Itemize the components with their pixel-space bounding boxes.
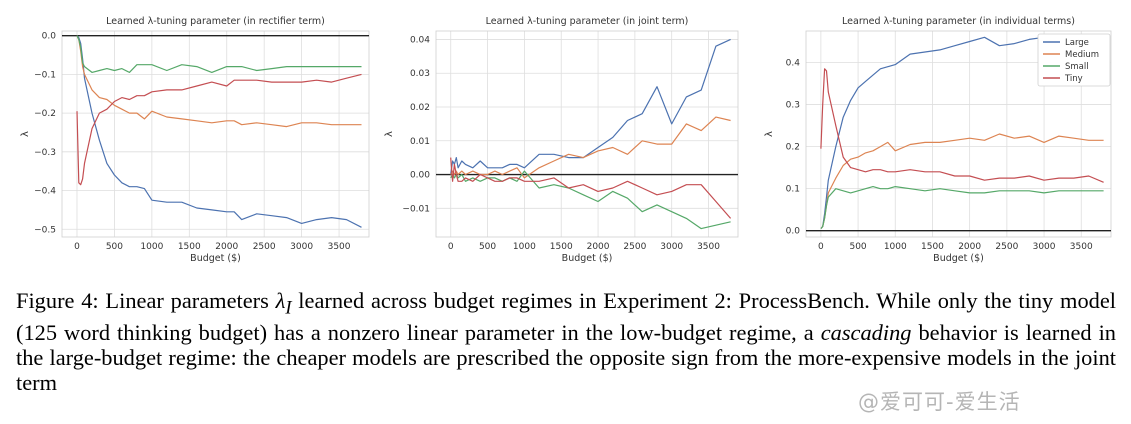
y-tick-label: 0.04 — [410, 35, 430, 45]
series-line-medium — [76, 35, 362, 128]
y-tick-label: 0.01 — [410, 137, 430, 147]
legend-label-tiny: Tiny — [1064, 74, 1083, 84]
x-tick-label: 0 — [448, 242, 454, 252]
x-tick-label: 2000 — [958, 242, 981, 252]
x-tick-label: 2500 — [623, 242, 646, 252]
chart-panel-2: 0 500 1000 1500 2000 2500 3000 3500 −0.01 0.00 0.0… — [384, 16, 739, 264]
y-tick-label: 0.2 — [786, 143, 800, 153]
chart-panel-1: 0 500 1000 1500 2000 2500 3000 3500 0.0 −0.1 −0.2 −… — [20, 16, 370, 264]
x-tick-label: 1500 — [550, 242, 573, 252]
figure-caption: Figure 4: Linear parameters λI learned a… — [16, 288, 1116, 395]
legend-box — [1037, 33, 1111, 87]
y-tick-label: −0.3 — [34, 148, 56, 158]
x-tick-label: 2000 — [587, 242, 610, 252]
series-line-tiny — [450, 157, 732, 219]
caption-text-after: behavior is learned in the large-budget … — [16, 320, 1116, 396]
x-tick-label: 2000 — [215, 242, 238, 252]
plot-frame — [435, 30, 739, 238]
x-tick-label: 3000 — [290, 242, 313, 252]
x-tick-label: 3000 — [660, 242, 683, 252]
x-tick-label: 1000 — [884, 242, 907, 252]
x-tick-label: 1500 — [178, 242, 201, 252]
y-tick-label: 0.02 — [410, 103, 430, 113]
plot-frame — [805, 30, 1112, 238]
series-line-small — [820, 186, 1104, 229]
x-tick-label: 1500 — [921, 242, 944, 252]
y-axis-label: λ — [20, 131, 31, 137]
x-tick-label: 3500 — [1070, 242, 1093, 252]
x-tick-label: 2500 — [995, 242, 1018, 252]
chart-title: Learned λ-tuning parameter (in rectifier… — [106, 16, 325, 27]
x-tick-label: 500 — [849, 242, 866, 252]
series-line-large — [450, 38, 731, 175]
x-tick-label: 500 — [479, 242, 496, 252]
legend-label-small: Small — [1065, 62, 1089, 72]
y-tick-label: −0.1 — [34, 70, 56, 80]
x-tick-label: 3500 — [697, 242, 720, 252]
caption-text-before: Figure 4: Linear parameters — [16, 288, 276, 313]
chart-title: Learned λ-tuning parameter (in joint ter… — [486, 16, 689, 27]
series-line-tiny — [76, 73, 362, 186]
y-axis-label: λ — [384, 131, 395, 137]
x-tick-label: 1000 — [513, 242, 536, 252]
chart-canvas: 0 500 1000 1500 2000 2500 3000 3500 0.0 −0.1 −0.2 −… — [20, 16, 1112, 264]
series-line-medium — [820, 133, 1104, 229]
y-tick-label: −0.01 — [402, 204, 430, 214]
x-tick-label: 0 — [818, 242, 824, 252]
x-axis-label: Budget ($) — [562, 253, 613, 264]
chart-title: Learned λ-tuning parameter (in individua… — [842, 16, 1075, 27]
x-tick-label: 3000 — [1033, 242, 1056, 252]
legend-label-large: Large — [1065, 38, 1089, 48]
series-line-large — [820, 36, 1104, 229]
y-tick-label: −0.5 — [34, 225, 56, 235]
legend-label-medium: Medium — [1065, 50, 1099, 60]
series-line-tiny — [820, 68, 1104, 183]
plot-frame — [61, 30, 370, 238]
y-tick-label: −0.4 — [34, 187, 56, 197]
caption-lambda-subscript: I — [285, 297, 292, 319]
x-tick-label: 1000 — [140, 242, 163, 252]
y-tick-label: 0.00 — [410, 171, 430, 181]
x-axis-label: Budget ($) — [933, 253, 984, 264]
caption-lambda-symbol: λ — [275, 288, 286, 313]
y-tick-label: 0.1 — [786, 185, 800, 195]
x-tick-label: 3500 — [328, 242, 351, 252]
x-tick-label: 2500 — [253, 242, 276, 252]
legend: Large Medium Small Tiny — [1037, 33, 1111, 87]
y-tick-label: −0.2 — [34, 109, 56, 119]
series-line-small — [76, 35, 362, 74]
y-tick-label: 0.03 — [410, 69, 430, 79]
x-axis-label: Budget ($) — [190, 253, 241, 264]
y-tick-label: 0.0 — [42, 32, 57, 42]
chart-panel-3: 0 500 1000 1500 2000 2500 3000 3500 0.0 0.1 0.2 0.3… — [764, 16, 1112, 264]
figure: 0 500 1000 1500 2000 2500 3000 3500 0.0 −0.1 −0.2 −… — [20, 16, 1112, 264]
caption-emphasis: cascading — [820, 320, 912, 346]
y-tick-label: 0.4 — [786, 59, 801, 69]
series-line-medium — [450, 116, 731, 179]
series-line-small — [450, 170, 731, 230]
x-tick-label: 0 — [74, 242, 80, 252]
y-tick-label: 0.3 — [786, 101, 800, 111]
series-line-large — [76, 35, 362, 228]
watermark: @爱可可-爱生活 — [858, 390, 1021, 414]
y-tick-label: 0.0 — [786, 227, 801, 237]
x-tick-label: 500 — [106, 242, 123, 252]
caption-text-mid: learned across budget regimes in Experim… — [16, 288, 1116, 346]
y-axis-label: λ — [764, 131, 775, 137]
